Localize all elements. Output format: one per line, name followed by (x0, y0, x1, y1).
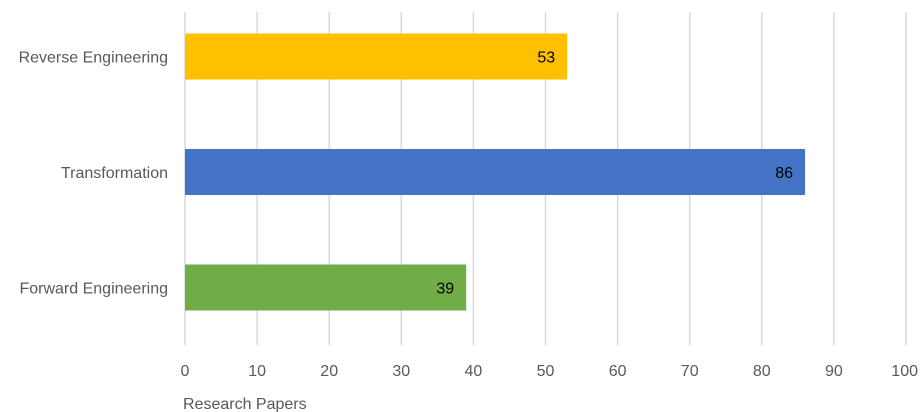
category-label: Reverse Engineering (19, 50, 168, 67)
x-tick-label: 50 (537, 363, 555, 380)
category-labels: Reverse Engineering Transformation Forward… (19, 50, 168, 298)
bar-transformation (185, 149, 806, 195)
x-tick-label: 80 (753, 363, 771, 380)
category-label: Transformation (61, 165, 168, 182)
x-tick-label: 20 (320, 363, 338, 380)
x-axis-title: Research Papers (183, 396, 307, 412)
x-axis-ticks: 0 10 20 30 40 50 60 70 80 90 100 (181, 363, 919, 380)
bars: 53 86 39 (185, 33, 806, 311)
bar-value-label: 39 (436, 281, 454, 298)
x-tick-label: 30 (392, 363, 410, 380)
x-tick-label: 10 (248, 363, 266, 380)
bar-value-label: 86 (775, 165, 793, 182)
bar-value-label: 53 (537, 50, 555, 67)
bar-reverse-engineering (185, 33, 568, 80)
x-tick-label: 100 (891, 363, 918, 380)
x-tick-label: 90 (825, 363, 843, 380)
bar-forward-engineering (185, 264, 467, 311)
category-label: Forward Engineering (19, 281, 168, 298)
x-tick-label: 70 (681, 363, 699, 380)
x-tick-label: 40 (465, 363, 483, 380)
x-tick-label: 60 (609, 363, 627, 380)
x-tick-label: 0 (181, 363, 190, 380)
